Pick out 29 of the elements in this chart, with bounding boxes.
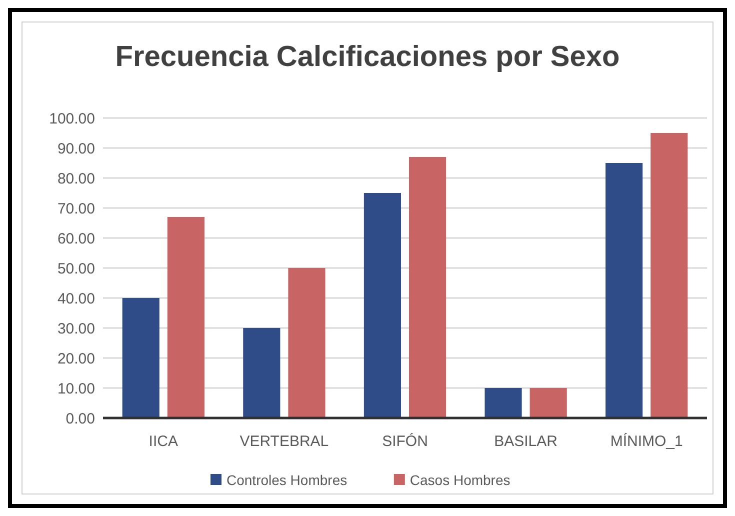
bar (243, 328, 280, 418)
y-tick-label: 30.00 (57, 320, 95, 338)
y-tick-label: 80.00 (57, 170, 95, 188)
legend-label: Casos Hombres (410, 472, 510, 488)
bar (606, 163, 643, 418)
bar (288, 268, 326, 418)
bar (650, 133, 688, 418)
y-tick-label: 40.00 (57, 290, 95, 308)
bar (122, 298, 160, 418)
x-tick-label: SIFÓN (382, 432, 428, 450)
bar (364, 193, 401, 418)
legend-label: Controles Hombres (226, 472, 348, 488)
bar (167, 217, 204, 418)
y-tick-label: 20.00 (57, 350, 95, 368)
y-tick-label: 10.00 (57, 380, 95, 398)
x-tick-label: VERTEBRAL (240, 433, 329, 450)
x-tick-label: MÍNIMO_1 (610, 432, 683, 450)
bar (409, 157, 446, 418)
y-tick-label: 0.00 (66, 410, 95, 428)
y-tick-label: 50.00 (57, 260, 95, 278)
y-tick-label: 60.00 (57, 230, 95, 248)
y-tick-label: 70.00 (57, 200, 95, 218)
y-tick-label: 90.00 (57, 140, 95, 158)
bar (530, 388, 567, 418)
y-tick-label: 100.00 (49, 110, 95, 128)
bar (484, 388, 522, 418)
chart-title: Frecuencia Calcificaciones por Sexo (115, 41, 620, 73)
x-tick-label: IICA (148, 433, 178, 450)
x-tick-label: BASILAR (494, 433, 558, 450)
